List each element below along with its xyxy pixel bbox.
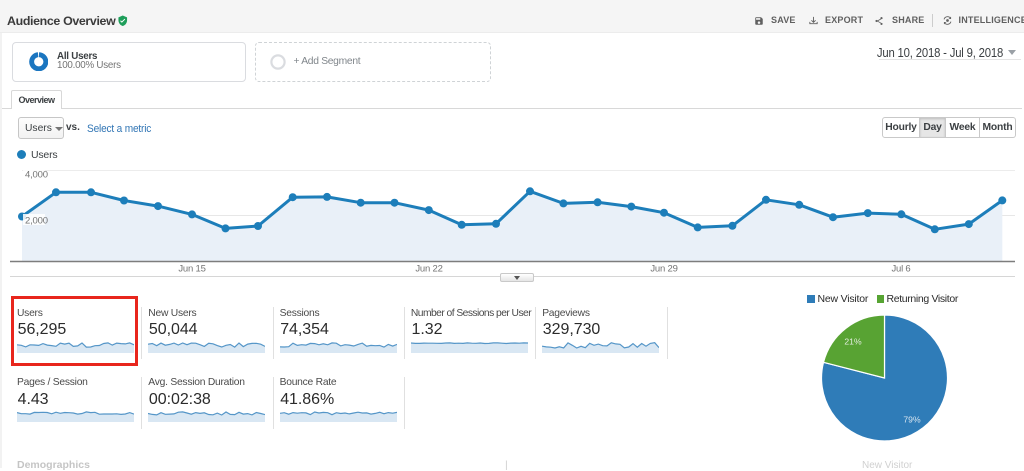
- svg-text:Jun 22: Jun 22: [415, 264, 442, 275]
- svg-text:21%: 21%: [844, 337, 862, 347]
- svg-text:Jul 6: Jul 6: [891, 264, 910, 275]
- svg-text:Jun 29: Jun 29: [650, 264, 677, 275]
- svg-text:79%: 79%: [903, 415, 921, 425]
- svg-text:4,000: 4,000: [25, 170, 48, 181]
- svg-text:2,000: 2,000: [25, 216, 48, 227]
- svg-text:Jun 15: Jun 15: [178, 264, 205, 275]
